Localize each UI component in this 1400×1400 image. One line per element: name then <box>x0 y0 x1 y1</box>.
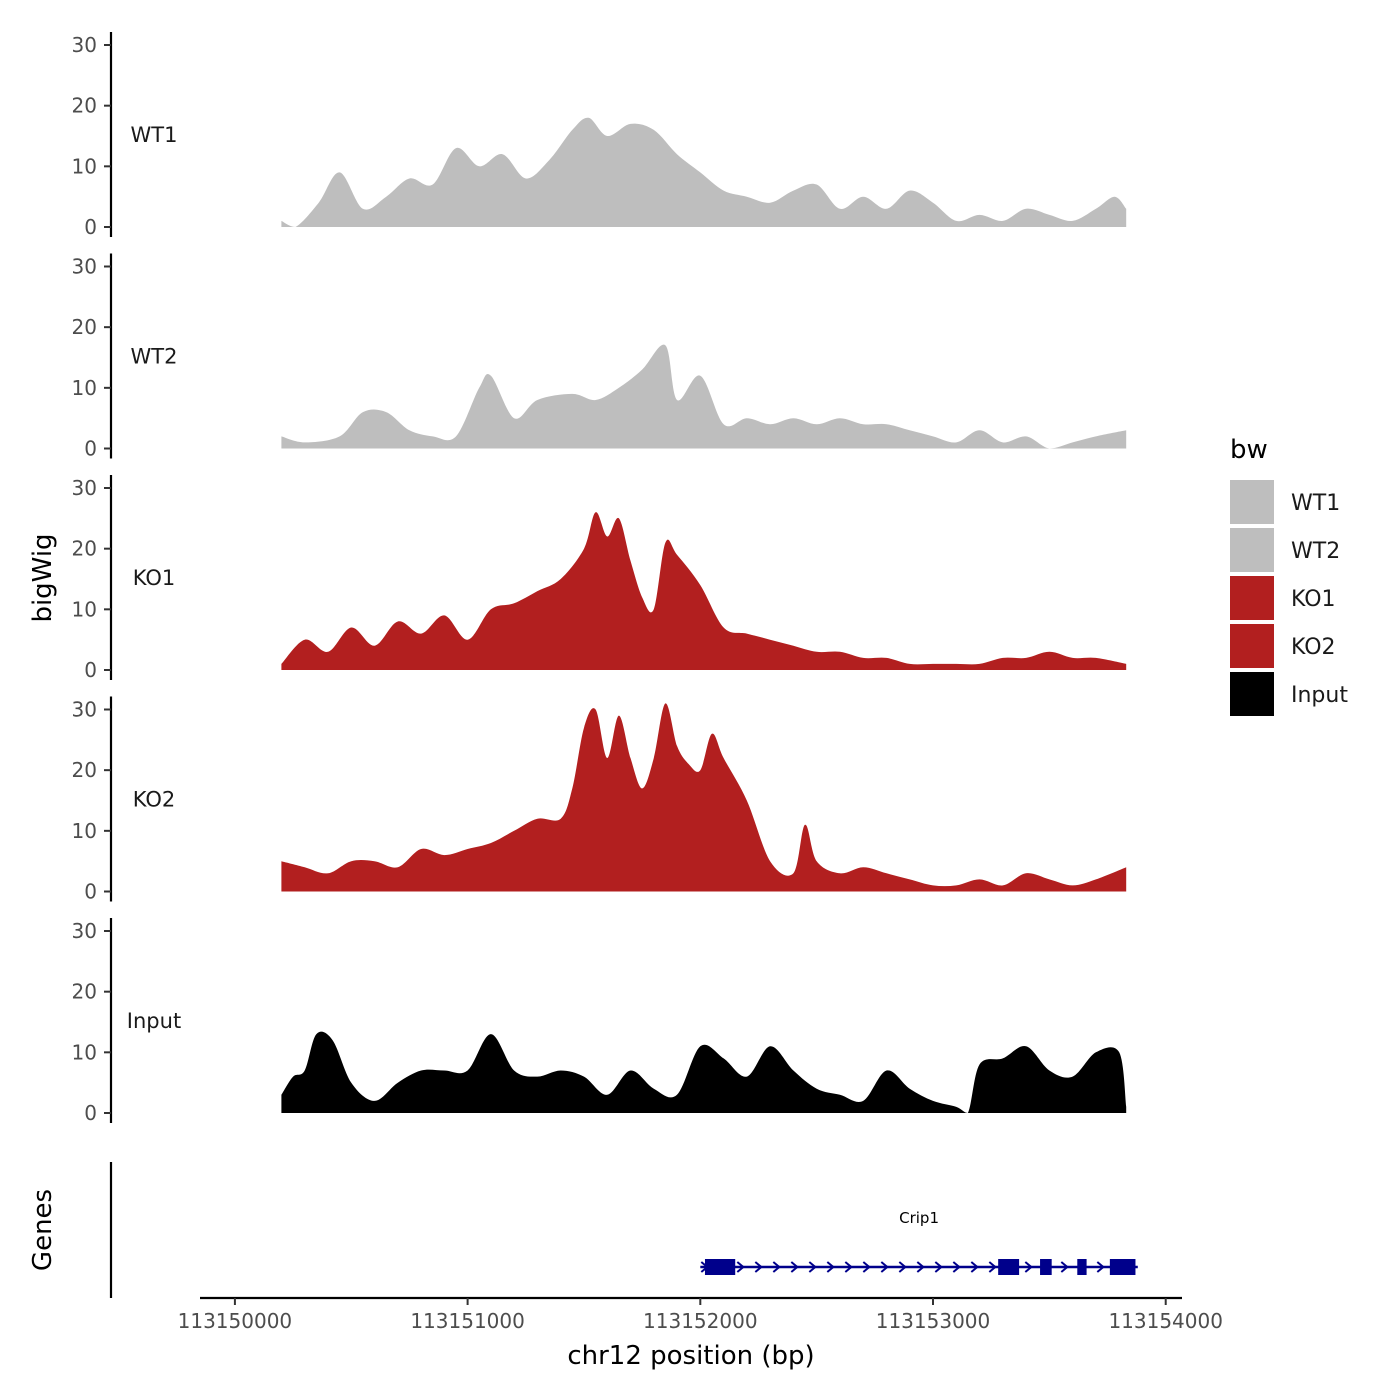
strand-arrow <box>862 1261 871 1273</box>
y-tick-label: 10 <box>72 1040 97 1064</box>
y-tick-label: 10 <box>72 376 97 400</box>
strand-arrow <box>790 1261 799 1273</box>
track-label-wt2: WT2 <box>131 345 178 369</box>
y-tick-label: 10 <box>72 597 97 621</box>
area-input <box>281 1031 1127 1113</box>
legend-item-input: Input <box>1230 672 1348 716</box>
track-input: 0 10 20 30 Input <box>72 918 1127 1125</box>
strand-arrow <box>1060 1261 1069 1273</box>
strand-arrow <box>934 1261 943 1273</box>
exon <box>1109 1259 1136 1275</box>
y-tick-label: 10 <box>72 819 97 843</box>
legend-label: KO1 <box>1291 587 1336 612</box>
x-axis-title: chr12 position (bp) <box>567 1341 814 1371</box>
gene-label: Crip1 <box>899 1209 939 1227</box>
area-wt2 <box>281 344 1127 449</box>
x-tick-label: 113150000 <box>178 1309 293 1333</box>
strand-arrow <box>880 1261 889 1273</box>
legend-title: bw <box>1230 435 1268 465</box>
strand-arrow <box>736 1261 745 1273</box>
legend-item-wt1: WT1 <box>1230 480 1340 524</box>
strand-arrow <box>1024 1261 1033 1273</box>
exon <box>1077 1259 1087 1275</box>
legend-items: WT1 WT2 KO1 KO2 Input <box>1230 480 1348 716</box>
track-label-ko1: KO1 <box>133 566 176 590</box>
y-tick-label: 20 <box>72 980 97 1004</box>
x-axis: 113150000 113151000 113152000 113153000 1131… <box>178 1296 1223 1371</box>
genes-layer: Crip1 <box>700 1209 1138 1275</box>
y-tick-label: 0 <box>84 437 97 461</box>
strand-arrow <box>754 1261 763 1273</box>
track-label-input: Input <box>127 1009 181 1033</box>
exon <box>1040 1259 1052 1275</box>
legend-label: Input <box>1291 683 1348 708</box>
y-tick-label: 20 <box>72 758 97 782</box>
legend-label: KO2 <box>1291 635 1336 660</box>
y-tick-label: 30 <box>72 919 97 943</box>
x-tick-label: 113154000 <box>1108 1309 1223 1333</box>
y-tick-label: 0 <box>84 880 97 904</box>
x-tick-label: 113153000 <box>876 1309 991 1333</box>
y-tick-label: 0 <box>84 658 97 682</box>
x-tick-label: 113151000 <box>410 1309 525 1333</box>
y-tick-label: 30 <box>72 255 97 279</box>
track-label-ko2: KO2 <box>133 788 176 812</box>
genes-panel: Genes Crip1 <box>28 1162 1138 1298</box>
legend: bw WT1 WT2 KO1 KO2 Input <box>1230 435 1348 716</box>
legend-label: WT2 <box>1291 539 1340 564</box>
strand-arrow <box>772 1261 781 1273</box>
strand-arrow <box>826 1261 835 1273</box>
y-tick-label: 10 <box>72 154 97 178</box>
y-axis-title: bigWig <box>28 533 58 622</box>
strand-arrow <box>952 1261 961 1273</box>
strand-arrow <box>898 1261 907 1273</box>
exon <box>998 1259 1020 1275</box>
legend-swatch <box>1230 576 1274 620</box>
y-tick-label: 20 <box>72 94 97 118</box>
strand-arrow <box>844 1261 853 1273</box>
strand-arrow <box>1096 1261 1105 1273</box>
legend-swatch <box>1230 528 1274 572</box>
area-ko1 <box>281 512 1127 670</box>
track-wt1: 0 10 20 30 WT1 <box>72 32 1127 239</box>
track-ko2: 0 10 20 30 KO2 <box>72 696 1127 904</box>
y-tick-label: 20 <box>72 537 97 561</box>
legend-swatch <box>1230 624 1274 668</box>
track-label-wt1: WT1 <box>131 123 178 147</box>
legend-item-wt2: WT2 <box>1230 528 1340 572</box>
exon <box>704 1259 736 1275</box>
strand-arrow <box>916 1261 925 1273</box>
area-ko2 <box>281 703 1127 892</box>
track-ko1: 0 10 20 30 KO1 <box>72 475 1127 682</box>
legend-item-ko1: KO1 <box>1230 576 1336 620</box>
strand-arrow <box>808 1261 817 1273</box>
area-wt1 <box>281 117 1127 227</box>
legend-swatch <box>1230 672 1274 716</box>
y-tick-label: 30 <box>72 698 97 722</box>
legend-label: WT1 <box>1291 491 1340 516</box>
legend-item-ko2: KO2 <box>1230 624 1336 668</box>
legend-swatch <box>1230 480 1274 524</box>
y-tick-label: 30 <box>72 476 97 500</box>
strand-arrow <box>988 1261 997 1273</box>
y-tick-label: 0 <box>84 215 97 239</box>
gene-crip1: Crip1 <box>700 1209 1138 1275</box>
x-tick-label: 113152000 <box>643 1309 758 1333</box>
track-wt2: 0 10 20 30 WT2 <box>72 253 1127 461</box>
genes-title: Genes <box>28 1189 58 1271</box>
x-ticks-layer: 113150000 113151000 113152000 113153000 1131… <box>178 1298 1223 1333</box>
y-tick-label: 20 <box>72 315 97 339</box>
tracks-layer: 0 10 20 30 WT1 0 10 20 30 WT2 0 10 20 30 KO1 0 10 20 30 KO2… <box>72 32 1127 1125</box>
y-tick-label: 0 <box>84 1101 97 1125</box>
y-tick-label: 30 <box>72 33 97 57</box>
strand-arrow <box>970 1261 979 1273</box>
